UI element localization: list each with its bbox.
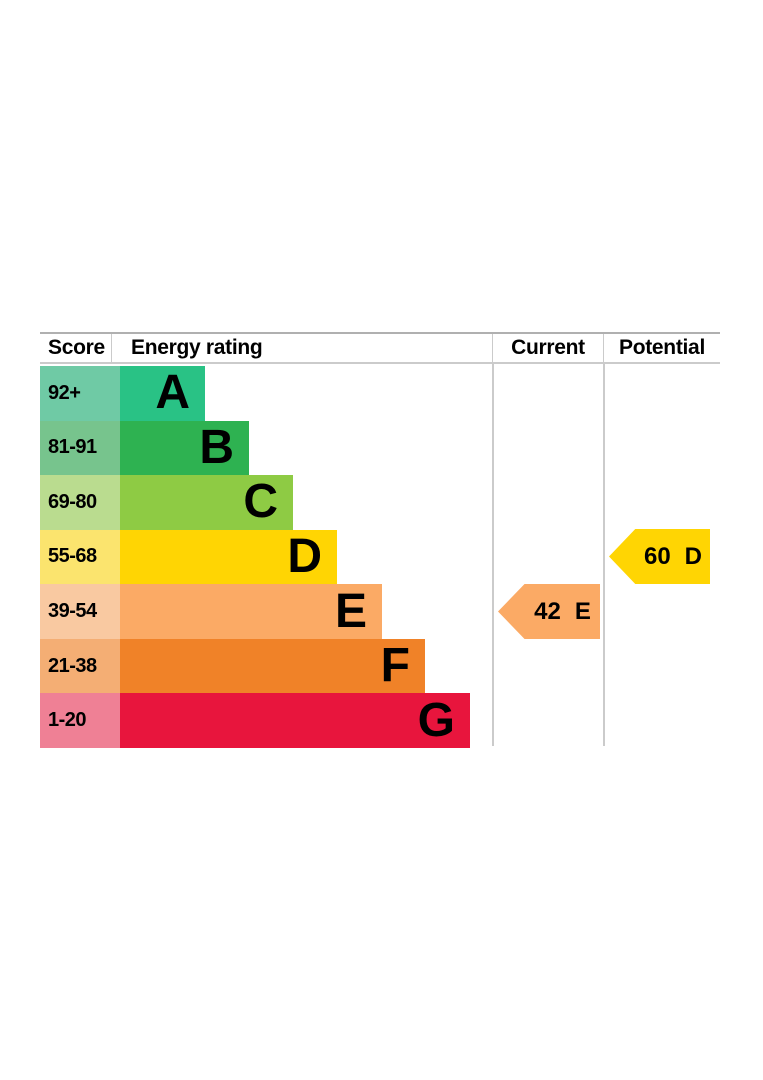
band-bar-a: A xyxy=(120,366,205,421)
band-bar-e: E xyxy=(120,584,382,639)
band-bar-c: C xyxy=(120,475,293,530)
score-range-cell: 81-91 xyxy=(40,420,120,476)
band-bar-d: D xyxy=(120,529,337,585)
band-row-d: 55-68 D xyxy=(40,529,720,585)
epc-rating-table: Score Energy rating Current Potential 92… xyxy=(40,332,720,748)
band-bar-g: G xyxy=(120,693,470,748)
band-row-b: 81-91 B xyxy=(40,420,720,476)
score-range-cell: 69-80 xyxy=(40,475,120,530)
header-potential: Potential xyxy=(619,336,705,359)
column-divider-current xyxy=(492,364,494,746)
header-score: Score xyxy=(40,334,112,362)
score-range-cell: 55-68 xyxy=(40,529,120,585)
score-range-cell: 1-20 xyxy=(40,693,120,748)
band-letter-a: A xyxy=(155,366,190,420)
band-row-a: 92+ A xyxy=(40,366,720,421)
header-energy-rating: Energy rating xyxy=(112,334,493,362)
band-letter-f: F xyxy=(380,639,410,693)
band-bar-f: F xyxy=(120,638,425,694)
score-range-cell: 39-54 xyxy=(40,584,120,639)
score-range-cell: 92+ xyxy=(40,366,120,421)
current-rating-letter: E xyxy=(574,597,591,625)
band-row-g: 1-20 G xyxy=(40,693,720,748)
header-current: Current xyxy=(493,334,604,362)
band-bar-b: B xyxy=(120,420,249,476)
potential-rating-letter: D xyxy=(684,542,703,570)
band-rows: 92+ A 81-91 B 69-80 C 55-68 D 39-54 xyxy=(40,366,720,748)
band-letter-c: C xyxy=(243,475,278,529)
potential-rating-value: 60 xyxy=(643,542,671,570)
table-header-row: Score Energy rating Current Potential xyxy=(40,334,720,364)
band-row-f: 21-38 F xyxy=(40,638,720,694)
band-row-e: 39-54 E xyxy=(40,584,720,639)
column-divider-potential xyxy=(603,364,605,746)
band-letter-b: B xyxy=(199,420,234,474)
current-rating-value: 42 xyxy=(534,597,561,625)
band-row-c: 69-80 C xyxy=(40,475,720,530)
band-letter-e: E xyxy=(334,584,367,638)
score-range-cell: 21-38 xyxy=(40,638,120,694)
band-letter-g: G xyxy=(417,693,455,747)
band-letter-d: D xyxy=(287,529,322,583)
